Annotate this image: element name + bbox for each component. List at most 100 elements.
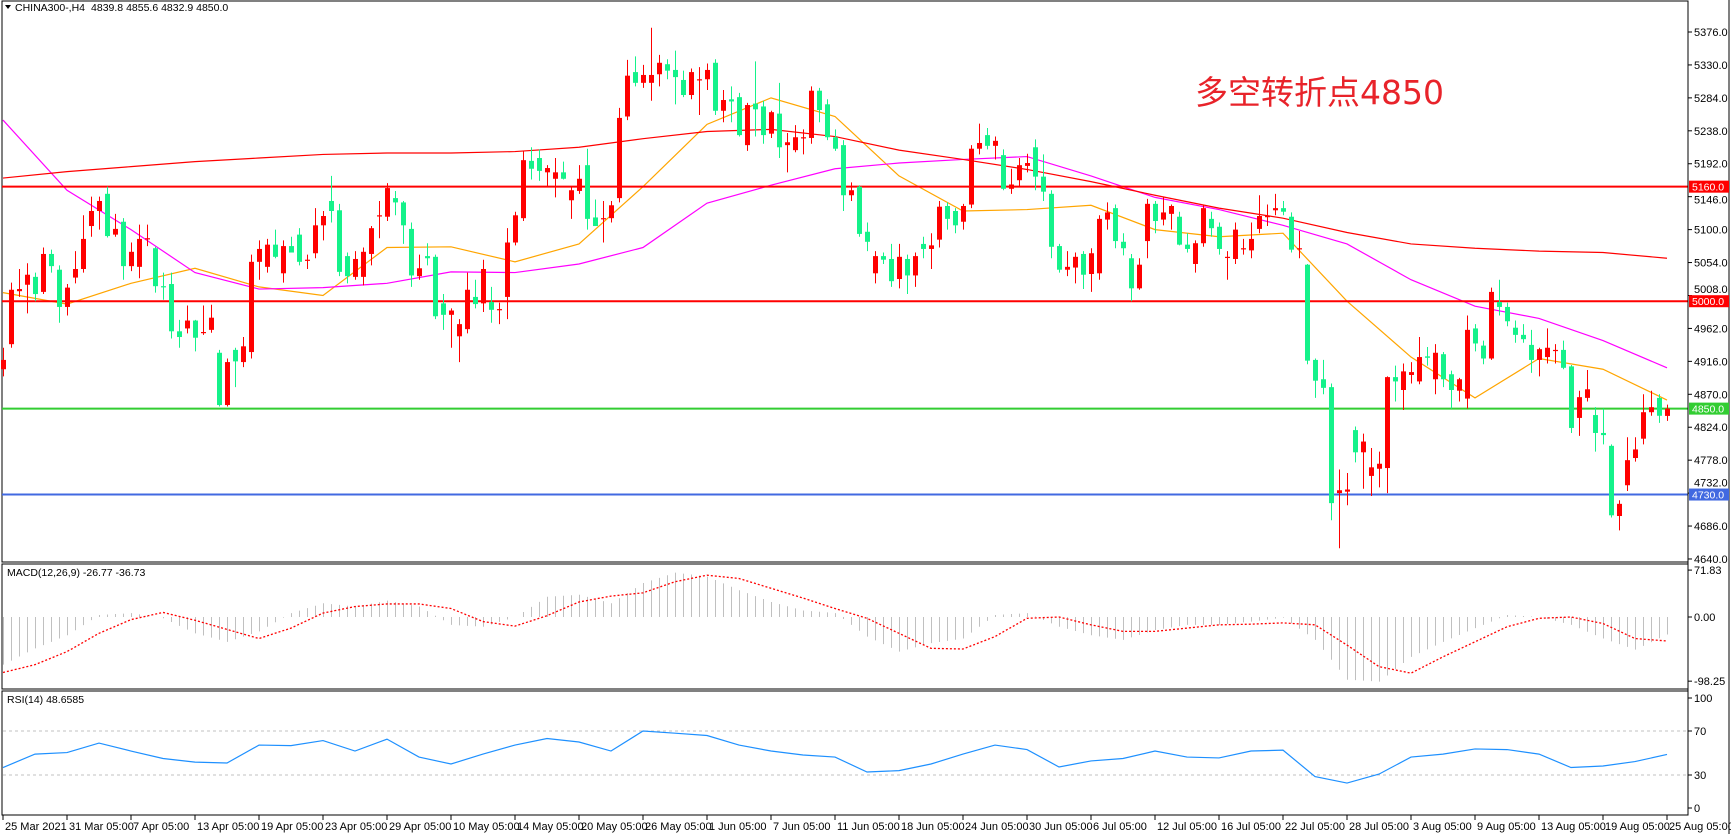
candle-body xyxy=(313,225,318,254)
candle-body xyxy=(321,216,326,226)
candle xyxy=(457,319,462,363)
candle xyxy=(961,203,966,230)
symbol-dropdown-icon[interactable] xyxy=(5,5,11,9)
candle xyxy=(1209,211,1214,237)
candle xyxy=(865,222,870,252)
candle xyxy=(585,148,590,230)
candle-body xyxy=(81,238,86,269)
candle xyxy=(161,272,166,300)
candle xyxy=(793,125,798,153)
macd-indicator: 71.83 0.00 -98.25 xyxy=(2,565,1725,688)
candle xyxy=(1481,340,1486,365)
candle-body xyxy=(1289,216,1294,250)
candle xyxy=(1569,364,1574,433)
candle xyxy=(545,165,550,187)
candle xyxy=(321,211,326,241)
candle-body xyxy=(1401,371,1406,390)
rsi-indicator: 100 70 30 0 xyxy=(2,693,1712,815)
candle-body xyxy=(857,186,862,234)
candle xyxy=(201,305,206,335)
candle xyxy=(817,87,822,123)
candle-body xyxy=(673,69,678,78)
candle-body xyxy=(633,72,638,83)
candle xyxy=(601,200,606,243)
candle xyxy=(1545,328,1550,364)
price-tick-label: 5284.0 xyxy=(1694,93,1728,105)
candle-body xyxy=(681,79,686,96)
candle-body xyxy=(569,190,574,201)
candle xyxy=(713,59,718,116)
candle-body xyxy=(129,251,134,267)
candle xyxy=(553,158,558,198)
candle-body xyxy=(1617,503,1622,517)
candle xyxy=(233,347,238,388)
candle xyxy=(1065,251,1070,277)
candle-body xyxy=(145,238,150,240)
price-tick-label: 4916.0 xyxy=(1694,356,1728,368)
price-tick-label: 5100.0 xyxy=(1694,225,1728,237)
candle xyxy=(977,123,982,155)
rsi-line xyxy=(2,730,1668,784)
candle-body xyxy=(401,202,406,226)
candle-body xyxy=(537,158,542,171)
candle xyxy=(681,70,686,98)
candle-body xyxy=(977,142,982,149)
candle-body xyxy=(1081,253,1086,275)
candle-body xyxy=(729,99,734,102)
candle-body xyxy=(1465,329,1470,399)
candle-body xyxy=(1025,163,1030,166)
candle xyxy=(1313,358,1318,398)
candle-body xyxy=(1265,216,1270,218)
candle-body xyxy=(113,228,118,235)
candle xyxy=(505,228,510,320)
time-tick-label: 26 May 05:00 xyxy=(645,821,712,833)
price-tick-label: 5238.0 xyxy=(1694,126,1728,138)
candle xyxy=(809,86,814,144)
candle-body xyxy=(257,248,262,262)
level-label-box xyxy=(1689,180,1729,193)
candle-body xyxy=(1313,359,1318,381)
candle xyxy=(97,196,102,230)
candle xyxy=(73,251,78,284)
candle xyxy=(897,243,902,289)
candle xyxy=(513,211,518,246)
candle-body xyxy=(1145,203,1150,242)
price-axis: 5376.0 5330.0 5284.0 5238.0 5192.0 5146.0 5100… xyxy=(1687,1,1728,815)
candle xyxy=(1137,258,1142,290)
candle-body xyxy=(441,303,446,315)
level-label-box xyxy=(1689,295,1729,308)
candle xyxy=(1353,426,1358,463)
candle-body xyxy=(737,97,742,136)
candle xyxy=(721,89,726,123)
candle xyxy=(1049,190,1054,259)
candle-body xyxy=(1545,347,1550,358)
time-axis: 25 Mar 2021 31 Mar 05:00 7 Apr 05:00 13 Apr… xyxy=(2,815,1731,833)
candle xyxy=(1217,222,1222,255)
level-label-box xyxy=(1689,488,1729,501)
candle xyxy=(1577,390,1582,436)
candle xyxy=(609,200,614,223)
candle-body xyxy=(241,346,246,363)
candle-body xyxy=(185,320,190,329)
candle-body xyxy=(1409,372,1414,375)
annotation-text[interactable]: 多空转折点4850 xyxy=(1195,73,1444,112)
candle xyxy=(1057,243,1062,273)
candle xyxy=(1529,329,1534,373)
candle xyxy=(1,347,6,377)
rsi-tick-label: 70 xyxy=(1694,726,1706,738)
candle-body xyxy=(1137,264,1142,289)
candle-body xyxy=(561,172,566,179)
candle-body xyxy=(649,74,654,83)
candle-body xyxy=(1457,379,1462,391)
time-tick-label: 13 Apr 05:00 xyxy=(197,821,259,833)
candle xyxy=(985,127,990,150)
candle xyxy=(761,100,766,144)
candle xyxy=(1017,158,1022,187)
candle xyxy=(297,228,302,266)
candle xyxy=(1377,451,1382,488)
candle-body xyxy=(105,193,110,237)
candle-body xyxy=(801,137,806,139)
candle xyxy=(417,254,422,280)
